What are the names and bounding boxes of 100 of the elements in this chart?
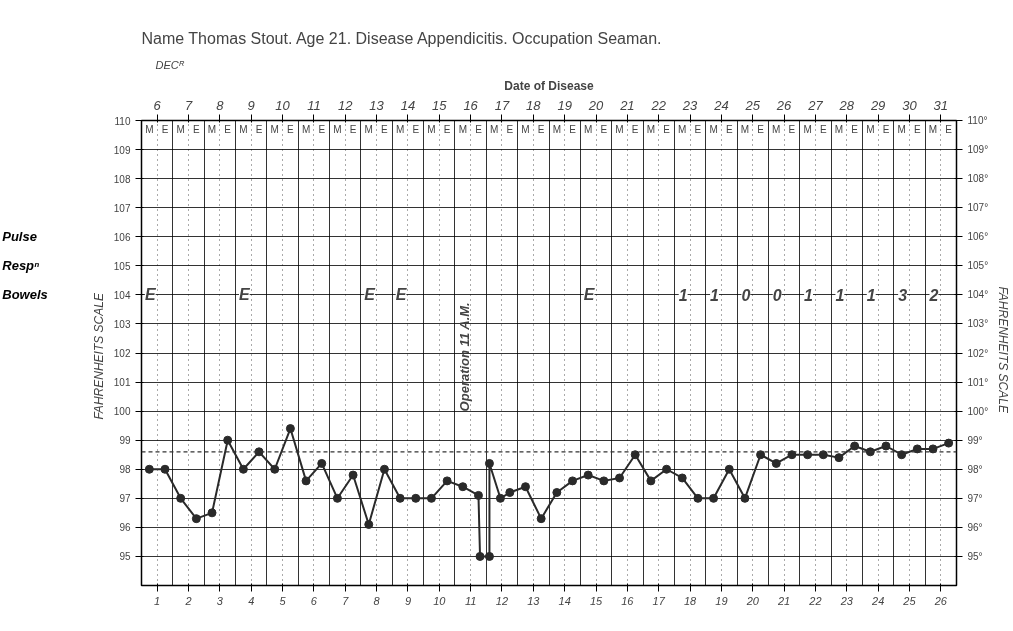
point — [348, 470, 358, 480]
point — [364, 519, 374, 529]
annotation: 1 — [678, 286, 688, 304]
x2-tick-label: 17 — [494, 97, 510, 113]
point — [317, 458, 327, 468]
annotation: M — [615, 123, 624, 135]
text: Bowels — [2, 287, 48, 303]
text: Respⁿ — [2, 258, 40, 274]
point — [818, 450, 828, 460]
annotation: M — [364, 123, 373, 135]
point — [332, 493, 342, 503]
annotation: M — [176, 123, 185, 135]
annotation: M — [552, 123, 562, 135]
point — [191, 514, 201, 524]
y2-tick-label: 103° — [967, 318, 989, 330]
x2-tick-label: 27 — [807, 97, 824, 113]
x2-axis-title: Date of Disease — [504, 78, 595, 93]
y-tick-label: 101 — [113, 377, 131, 389]
x2-tick-label: 14 — [400, 97, 416, 113]
annotation: E — [224, 123, 232, 135]
annotation: E — [725, 123, 733, 135]
annotation: M — [834, 123, 844, 135]
x-tick-label: 7 — [342, 594, 350, 607]
annotation: Operation 11 A.M. — [456, 302, 472, 412]
y2-tick-label: 107° — [967, 202, 989, 214]
point — [411, 493, 421, 503]
point — [740, 493, 750, 503]
annotation: E — [882, 123, 890, 135]
point — [426, 493, 436, 503]
x-tick-label: 17 — [652, 594, 666, 607]
x-tick-label: 6 — [310, 594, 318, 607]
point — [176, 493, 186, 503]
y2-tick-label: 106° — [967, 231, 989, 243]
x2-tick-label: 18 — [526, 97, 542, 113]
point — [520, 482, 530, 492]
point — [787, 450, 797, 460]
x-tick-label: 22 — [808, 594, 822, 607]
point — [646, 476, 656, 486]
point — [552, 488, 562, 497]
point — [709, 493, 719, 503]
y-tick-label: 109 — [113, 144, 131, 156]
y-tick-label: 99 — [119, 435, 131, 447]
annotation: 1 — [866, 286, 876, 304]
annotation: M — [803, 123, 812, 135]
annotation: E — [945, 123, 953, 135]
x2-tick-label: 7 — [184, 97, 193, 113]
point — [270, 464, 280, 474]
annotation: E — [569, 123, 577, 135]
point — [677, 473, 687, 483]
annotation: M — [678, 123, 687, 135]
y-tick-label: 106 — [113, 231, 131, 243]
annotation: E — [364, 286, 377, 304]
x-tick-label: 13 — [527, 594, 541, 607]
y2-tick-label: 109° — [967, 144, 989, 156]
x-tick-label: 9 — [404, 594, 412, 607]
point — [724, 464, 734, 474]
x2-tick-label: 20 — [587, 97, 605, 113]
point — [756, 450, 766, 460]
point — [484, 458, 494, 468]
annotation: E — [475, 123, 483, 135]
annotation: M — [897, 123, 906, 135]
x-tick-label: 1 — [154, 594, 161, 607]
y-tick-label: 104 — [113, 289, 131, 301]
y-tick-label: 110 — [114, 115, 131, 127]
annotation: E — [412, 123, 420, 135]
x2-tick-label: 8 — [216, 97, 225, 113]
x-tick-label: 2 — [184, 594, 192, 607]
x-tick-label: 4 — [248, 594, 255, 607]
annotation: E — [287, 123, 295, 135]
annotation: M — [584, 123, 593, 135]
annotation: M — [333, 123, 342, 135]
y-tick-label: 103 — [113, 318, 131, 330]
y-axis-title: FAHRENHEITS SCALE — [91, 292, 106, 420]
annotation: E — [144, 286, 157, 304]
annotation: M — [521, 123, 530, 135]
point — [505, 488, 515, 497]
point — [160, 464, 170, 474]
annotation: M — [740, 123, 750, 135]
x2-tick-label: 31 — [933, 97, 949, 113]
x2-tick-label: 19 — [557, 97, 572, 113]
x-tick-label: 15 — [589, 594, 604, 607]
point — [238, 464, 248, 474]
y-tick-label: 105 — [113, 260, 131, 272]
point — [928, 444, 938, 454]
x-tick-label: 11 — [464, 594, 477, 607]
point — [662, 464, 672, 474]
point — [144, 464, 154, 474]
annotation: E — [318, 123, 326, 135]
point — [944, 438, 954, 448]
point — [693, 493, 703, 503]
point — [803, 450, 813, 460]
annotation: M — [427, 123, 436, 135]
annotation: M — [489, 123, 499, 135]
annotation: 1 — [710, 286, 720, 304]
y-tick-label: 107 — [113, 202, 131, 214]
y-tick-label: 97 — [119, 493, 131, 505]
point — [458, 482, 468, 492]
y-tick-label: 108 — [113, 173, 131, 185]
chart-title: Name Thomas Stout. Age 21. Disease Appendicitis. Occupation Seaman. — [141, 29, 662, 47]
point — [473, 490, 483, 500]
